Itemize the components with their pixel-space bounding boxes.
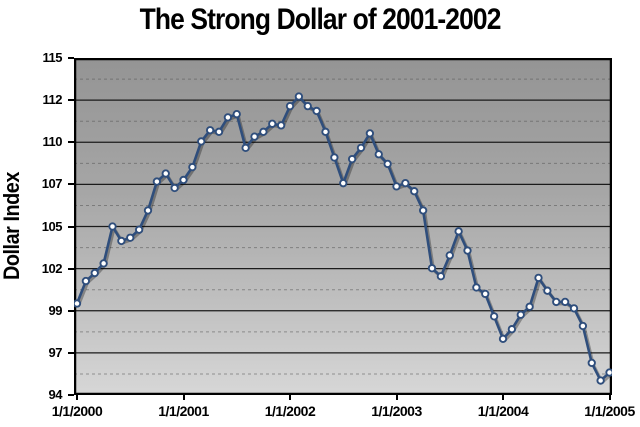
data-point-marker — [294, 92, 304, 101]
data-point-marker — [81, 276, 91, 286]
y-tick-label: 115 — [42, 50, 63, 65]
x-tick-mark — [182, 395, 185, 400]
y-tick-mark — [68, 225, 74, 228]
x-tick-mark — [289, 395, 291, 400]
data-point-marker — [401, 179, 410, 188]
x-tick-mark — [76, 395, 78, 400]
data-point-marker — [374, 150, 383, 159]
data-point-marker — [134, 225, 144, 234]
data-point-marker — [108, 222, 117, 231]
data-point-marker — [489, 312, 499, 321]
data-point-marker — [312, 106, 321, 116]
data-point-marker — [507, 325, 517, 334]
y-tick-mark — [68, 351, 74, 354]
y-tick-mark — [68, 267, 74, 270]
y-tick-label: 94 — [48, 387, 63, 402]
data-point-marker — [356, 143, 366, 153]
series-shadow — [76, 96, 612, 384]
data-point-marker — [152, 177, 162, 186]
x-tick-label: 1/1/2005 — [584, 403, 635, 419]
data-point-marker — [498, 334, 508, 343]
y-tick-mark — [68, 99, 74, 102]
data-point-marker — [241, 143, 250, 153]
data-point-marker — [285, 101, 295, 111]
data-point-marker — [214, 127, 224, 136]
data-point-marker — [481, 289, 490, 299]
y-tick-label: 107 — [41, 176, 63, 192]
y-tick-label: 102 — [41, 260, 63, 276]
dollar-index-series — [75, 95, 611, 382]
x-tick-label: 1/1/2003 — [371, 403, 422, 419]
chart-title: The Strong Dollar of 2001-2002 — [0, 3, 640, 37]
data-point-marker — [188, 162, 197, 172]
data-point-marker — [525, 302, 534, 311]
data-point-marker — [161, 169, 170, 178]
data-point-marker — [365, 129, 375, 138]
y-tick-label: 99 — [48, 302, 63, 318]
data-point-marker — [445, 251, 454, 260]
y-tick-label: 112 — [42, 92, 63, 108]
x-tick-mark — [502, 395, 504, 400]
data-point-marker — [587, 358, 596, 368]
data-point-marker — [259, 127, 268, 136]
data-point-marker — [268, 119, 277, 128]
x-tick-label: 1/1/2000 — [51, 403, 103, 419]
data-point-marker — [454, 227, 463, 236]
data-point-marker — [410, 187, 419, 196]
data-point-marker — [117, 236, 126, 246]
y-tick-mark — [68, 141, 74, 144]
x-tick-label: 1/1/2002 — [264, 403, 316, 419]
data-point-marker — [276, 121, 286, 130]
data-point-marker — [330, 153, 339, 162]
y-tick-label: 110 — [42, 134, 63, 150]
data-point-marker — [74, 299, 82, 308]
y-tick-mark — [68, 394, 74, 396]
chart-title-text: The Strong Dollar of 2001-2002 — [139, 3, 502, 36]
data-point-marker — [197, 137, 206, 146]
data-point-marker — [543, 286, 552, 295]
x-tick-mark — [608, 395, 611, 400]
data-point-marker — [596, 376, 605, 385]
data-point-marker — [463, 246, 472, 255]
data-point-marker — [552, 297, 561, 307]
data-point-marker — [418, 206, 428, 215]
line-chart-svg — [74, 58, 612, 395]
data-point-marker — [578, 321, 588, 331]
x-tick-label: 1/1/2004 — [477, 403, 529, 419]
data-point-marker — [170, 183, 179, 193]
data-point-marker — [143, 206, 153, 215]
data-point-marker — [383, 159, 392, 169]
data-point-marker — [569, 304, 579, 313]
data-point-marker — [179, 175, 188, 185]
data-point-marker — [392, 182, 401, 191]
data-point-marker — [321, 127, 330, 136]
y-tick-label: 97 — [48, 344, 63, 360]
y-tick-mark — [68, 309, 74, 312]
data-point-marker — [472, 283, 481, 292]
data-point-marker — [126, 233, 135, 242]
data-point-marker — [99, 259, 108, 268]
data-point-marker — [534, 273, 543, 283]
data-point-marker — [339, 179, 348, 188]
data-point-marker — [436, 272, 446, 281]
y-tick-mark — [68, 57, 74, 59]
data-point-marker — [347, 154, 357, 164]
data-point-marker — [232, 110, 241, 119]
data-point-marker — [90, 268, 99, 278]
data-point-marker — [560, 297, 570, 307]
plot-border — [74, 58, 612, 395]
data-point-marker — [303, 101, 312, 111]
data-point-marker — [205, 126, 215, 135]
x-tick-label: 1/1/2001 — [158, 403, 209, 419]
y-tick-label: 105 — [41, 218, 63, 234]
x-tick-mark — [395, 395, 398, 400]
data-point-marker — [605, 368, 612, 377]
data-point-marker — [250, 132, 259, 141]
data-point-marker — [516, 310, 525, 319]
y-tick-mark — [68, 183, 74, 186]
chart-plot-area — [74, 58, 612, 395]
data-point-marker — [223, 113, 233, 122]
data-point-marker — [427, 264, 437, 273]
